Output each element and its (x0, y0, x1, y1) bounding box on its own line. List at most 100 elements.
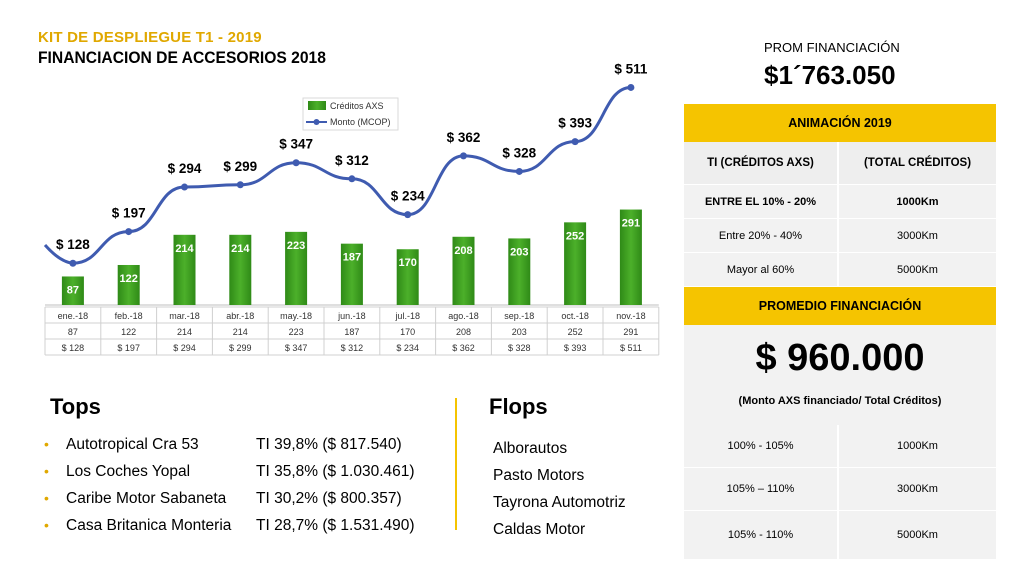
line-point (515, 167, 523, 175)
table-cell-credits: 214 (177, 327, 192, 337)
bar (619, 209, 642, 305)
x-tick-label: abr.-18 (226, 311, 254, 321)
bar-data-label: 214 (175, 243, 194, 255)
animacion-title: ANIMACIÓN 2019 (684, 104, 996, 142)
line-point (627, 83, 635, 91)
table-cell-credits: 252 (568, 327, 583, 337)
animacion-prize: 1000Km (896, 195, 939, 208)
flop-item: Alborautos (493, 440, 568, 457)
line-point (460, 152, 467, 160)
top-item-value: TI 39,8% ($ 817.540) (256, 436, 402, 453)
top-item-name: Casa Britanica Monteria (66, 517, 232, 534)
table-cell-credits: 208 (456, 327, 471, 337)
promedio-value: $ 960.000 (755, 337, 925, 379)
bar-data-label: 252 (566, 230, 584, 242)
flop-item: Tayrona Automotriz (493, 494, 626, 511)
x-tick-label: nov.-18 (616, 311, 645, 321)
bar (173, 234, 196, 305)
top-item: • Casa Britanica Monteria TI 28,7% ($ 1.53… (44, 517, 456, 544)
table-cell-credits: 203 (512, 327, 527, 337)
table-cell-monto: $ 362 (452, 343, 475, 353)
financing-chart: 87 122 214 214 223 187 170 208 203 252 291 $ 128 $ 1… (43, 61, 660, 356)
line-data-label: $ 393 (558, 116, 592, 131)
flops-list: Alborautos Pasto Motors Tayrona Automotr… (493, 440, 626, 548)
table-cell-credits: 170 (400, 327, 415, 337)
main-title: FINANCIACION DE ACCESORIOS 2018 (38, 48, 326, 67)
line-data-label: $ 312 (335, 153, 369, 168)
top-item-name: Los Coches Yopal (66, 463, 191, 480)
promedio-prize: 5000Km (897, 529, 938, 541)
x-tick-label: may.-18 (280, 311, 312, 321)
table-cell-credits: 291 (623, 327, 638, 337)
table-cell-credits: 214 (233, 327, 248, 337)
line-series (72, 85, 632, 265)
promedio-row: 105% - 110% 5000Km (684, 511, 996, 560)
table-cell-monto: $ 197 (117, 343, 140, 353)
top-item-name: Caribe Motor Sabaneta (66, 490, 227, 507)
bar (229, 234, 252, 305)
animacion-header-row: TI (CRÉDITOS AXS) (TOTAL CRÉDITOS) (684, 142, 996, 185)
x-tick-label: jul.-18 (394, 311, 420, 321)
legend-bar-swatch (308, 101, 326, 110)
legend-label: Monto (MCOP) (330, 117, 391, 127)
bar-data-label: 170 (399, 257, 417, 269)
bar (61, 276, 84, 305)
tops-list: • Autotropical Cra 53 TI 39,8% ($ 817.540)… (44, 436, 456, 544)
top-item: • Los Coches Yopal TI 35,8% ($ 1.030.461) (44, 463, 456, 490)
bar (340, 243, 363, 305)
animacion-row: Entre 20% - 40% 3000Km (684, 219, 996, 253)
animacion-row: Mayor al 60% 5000Km (684, 253, 996, 287)
table-cell-monto: $ 312 (341, 343, 364, 353)
animacion-range: Mayor al 60% (684, 253, 839, 286)
legend-label: Créditos AXS (330, 101, 384, 111)
promedio-row: 105% – 110% 3000Km (684, 468, 996, 511)
x-tick-label: oct.-18 (561, 311, 589, 321)
line-point (404, 211, 412, 219)
bar (396, 249, 419, 305)
line-point (69, 259, 77, 267)
line-data-label: $ 294 (168, 161, 202, 176)
flop-item: Pasto Motors (493, 467, 585, 484)
top-item: • Autotropical Cra 53 TI 39,8% ($ 817.540) (44, 436, 456, 463)
flops-title: Flops (489, 394, 548, 419)
animacion-col1-header: TI (CRÉDITOS AXS) (684, 142, 839, 184)
line-point (181, 183, 188, 191)
x-tick-label: ene.-18 (58, 311, 89, 321)
top-item-name: Autotropical Cra 53 (66, 436, 199, 453)
promedio-range: 105% - 110% (684, 511, 839, 559)
kit-title: KIT DE DESPLIEGUE T1 - 2019 (38, 29, 262, 46)
bar-data-label: 223 (287, 240, 305, 252)
promedio-range: 105% – 110% (684, 468, 839, 510)
table-cell-monto: $ 347 (285, 343, 308, 353)
table-cell-monto: $ 328 (508, 343, 531, 353)
table-cell-credits: 87 (68, 327, 78, 337)
promedio-note: (Monto AXS financiado/ Total Créditos) (738, 395, 942, 407)
bar-data-label: 87 (67, 284, 79, 296)
table-cell-monto: $ 299 (229, 343, 252, 353)
legend-line-marker (313, 119, 320, 125)
promedio-prize: 3000Km (897, 483, 938, 495)
promedio-prize: 1000Km (897, 440, 938, 452)
table-cell-monto: $ 511 (620, 343, 642, 353)
table-cell-monto: $ 128 (62, 343, 85, 353)
animacion-range: ENTRE EL 10% - 20% (684, 185, 839, 218)
line-point (571, 138, 579, 146)
table-cell-monto: $ 234 (396, 343, 419, 353)
table-cell-credits: 122 (121, 327, 136, 337)
line-point (236, 181, 244, 189)
flop-item: Caldas Motor (493, 521, 586, 538)
bullet-icon: • (44, 463, 49, 479)
top-item: • Caribe Motor Sabaneta TI 30,2% ($ 800.35… (44, 490, 456, 517)
table-cell-monto: $ 294 (173, 343, 196, 353)
line-data-label: $ 299 (223, 159, 257, 174)
line-data-label: $ 128 (56, 237, 90, 252)
promedio-title: PROMEDIO FINANCIACIÓN (684, 287, 996, 325)
promedio-box: $ 960.000 (Monto AXS financiado/ Total C… (684, 325, 996, 425)
line-data-label: $ 234 (391, 189, 425, 204)
bullet-icon: • (44, 436, 49, 452)
bar-data-label: 187 (343, 252, 361, 264)
promedio-row: 100% - 105% 1000Km (684, 425, 996, 468)
animacion-row: ENTRE EL 10% - 20% 1000Km (684, 185, 996, 219)
incentive-panel: ANIMACIÓN 2019 TI (CRÉDITOS AXS) (TOTAL … (684, 104, 996, 560)
